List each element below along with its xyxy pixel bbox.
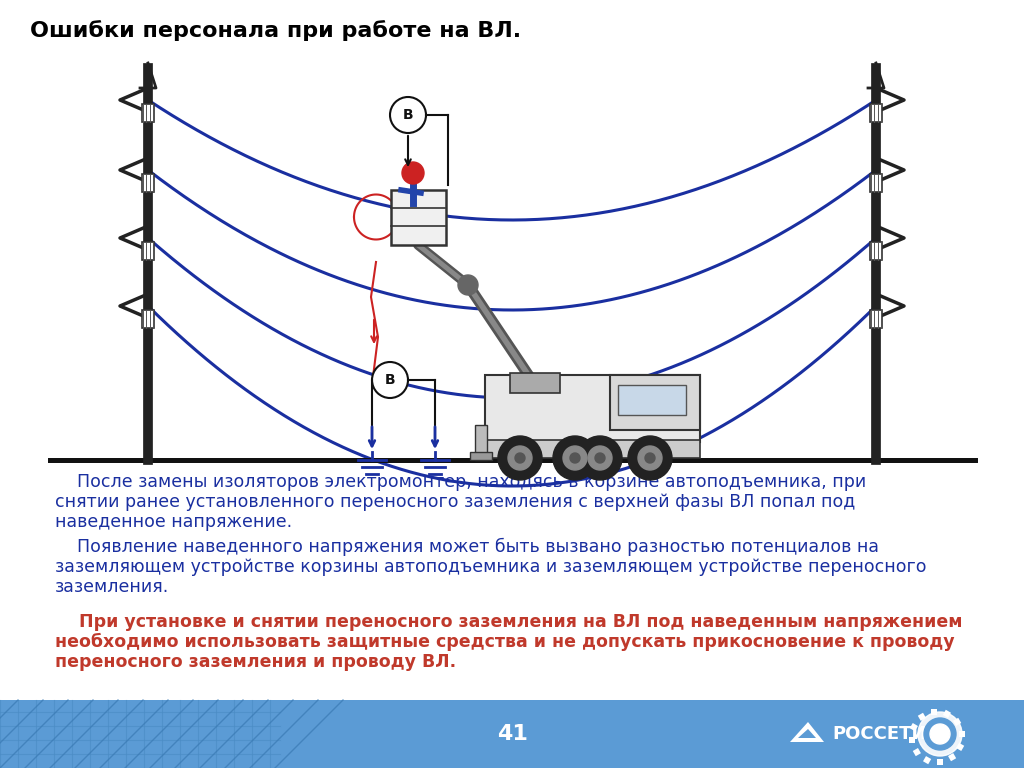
Bar: [943, 710, 951, 718]
Text: При установке и снятии переносного заземления на ВЛ под наведенным напряжением: При установке и снятии переносного зазем…: [55, 613, 963, 631]
Circle shape: [918, 712, 962, 756]
Bar: [391, 190, 446, 245]
Bar: [870, 104, 882, 122]
Bar: [918, 713, 926, 721]
Circle shape: [645, 453, 655, 463]
Bar: [953, 718, 962, 726]
Circle shape: [508, 446, 532, 470]
Bar: [909, 723, 918, 731]
Circle shape: [458, 275, 478, 295]
Bar: [909, 737, 915, 743]
Bar: [948, 753, 956, 761]
Bar: [937, 759, 943, 765]
Polygon shape: [790, 722, 824, 742]
Circle shape: [578, 436, 622, 480]
Bar: [870, 242, 882, 260]
Bar: [470, 452, 492, 460]
Bar: [142, 242, 154, 260]
Circle shape: [563, 446, 587, 470]
Text: 41: 41: [497, 724, 527, 744]
Text: Появление наведенного напряжения может быть вызвано разностью потенциалов на: Появление наведенного напряжения может б…: [55, 538, 879, 556]
Text: В: В: [385, 373, 395, 387]
Circle shape: [402, 162, 424, 184]
Bar: [870, 310, 882, 328]
Circle shape: [638, 446, 662, 470]
Bar: [912, 748, 921, 756]
Text: РОССЕТИ: РОССЕТИ: [831, 725, 927, 743]
Bar: [959, 731, 965, 737]
Text: заземления.: заземления.: [55, 578, 169, 596]
Bar: [870, 174, 882, 192]
Bar: [142, 310, 154, 328]
Bar: [0, 700, 1024, 768]
Circle shape: [553, 436, 597, 480]
Bar: [142, 174, 154, 192]
Bar: [956, 743, 965, 751]
Bar: [475, 425, 487, 460]
Circle shape: [588, 446, 612, 470]
Text: снятии ранее установленного переносного заземления с верхней фазы ВЛ попал под: снятии ранее установленного переносного …: [55, 493, 855, 511]
Text: переносного заземления и проводу ВЛ.: переносного заземления и проводу ВЛ.: [55, 653, 456, 671]
Text: наведенное напряжение.: наведенное напряжение.: [55, 513, 292, 531]
Bar: [931, 709, 937, 715]
Circle shape: [570, 453, 580, 463]
Circle shape: [515, 453, 525, 463]
Text: Ошибки персонала при работе на ВЛ.: Ошибки персонала при работе на ВЛ.: [30, 20, 521, 41]
Text: заземляющем устройстве корзины автоподъемника и заземляющем устройстве переносно: заземляющем устройстве корзины автоподъе…: [55, 558, 927, 576]
Text: В: В: [402, 108, 414, 122]
Circle shape: [930, 724, 950, 744]
Circle shape: [595, 453, 605, 463]
Circle shape: [372, 362, 408, 398]
Bar: [485, 440, 700, 458]
Circle shape: [628, 436, 672, 480]
Text: необходимо использовать защитные средства и не допускать прикосновение к проводу: необходимо использовать защитные средств…: [55, 633, 954, 651]
FancyBboxPatch shape: [610, 375, 700, 430]
Bar: [510, 373, 560, 393]
FancyBboxPatch shape: [485, 375, 700, 442]
Bar: [923, 756, 931, 764]
Polygon shape: [798, 729, 816, 738]
Bar: [142, 104, 154, 122]
FancyBboxPatch shape: [618, 385, 686, 415]
Circle shape: [390, 97, 426, 133]
Text: После замены изоляторов электромонтер, находясь в корзине автоподъемника, при: После замены изоляторов электромонтер, н…: [55, 473, 866, 491]
Circle shape: [498, 436, 542, 480]
Circle shape: [924, 718, 956, 750]
